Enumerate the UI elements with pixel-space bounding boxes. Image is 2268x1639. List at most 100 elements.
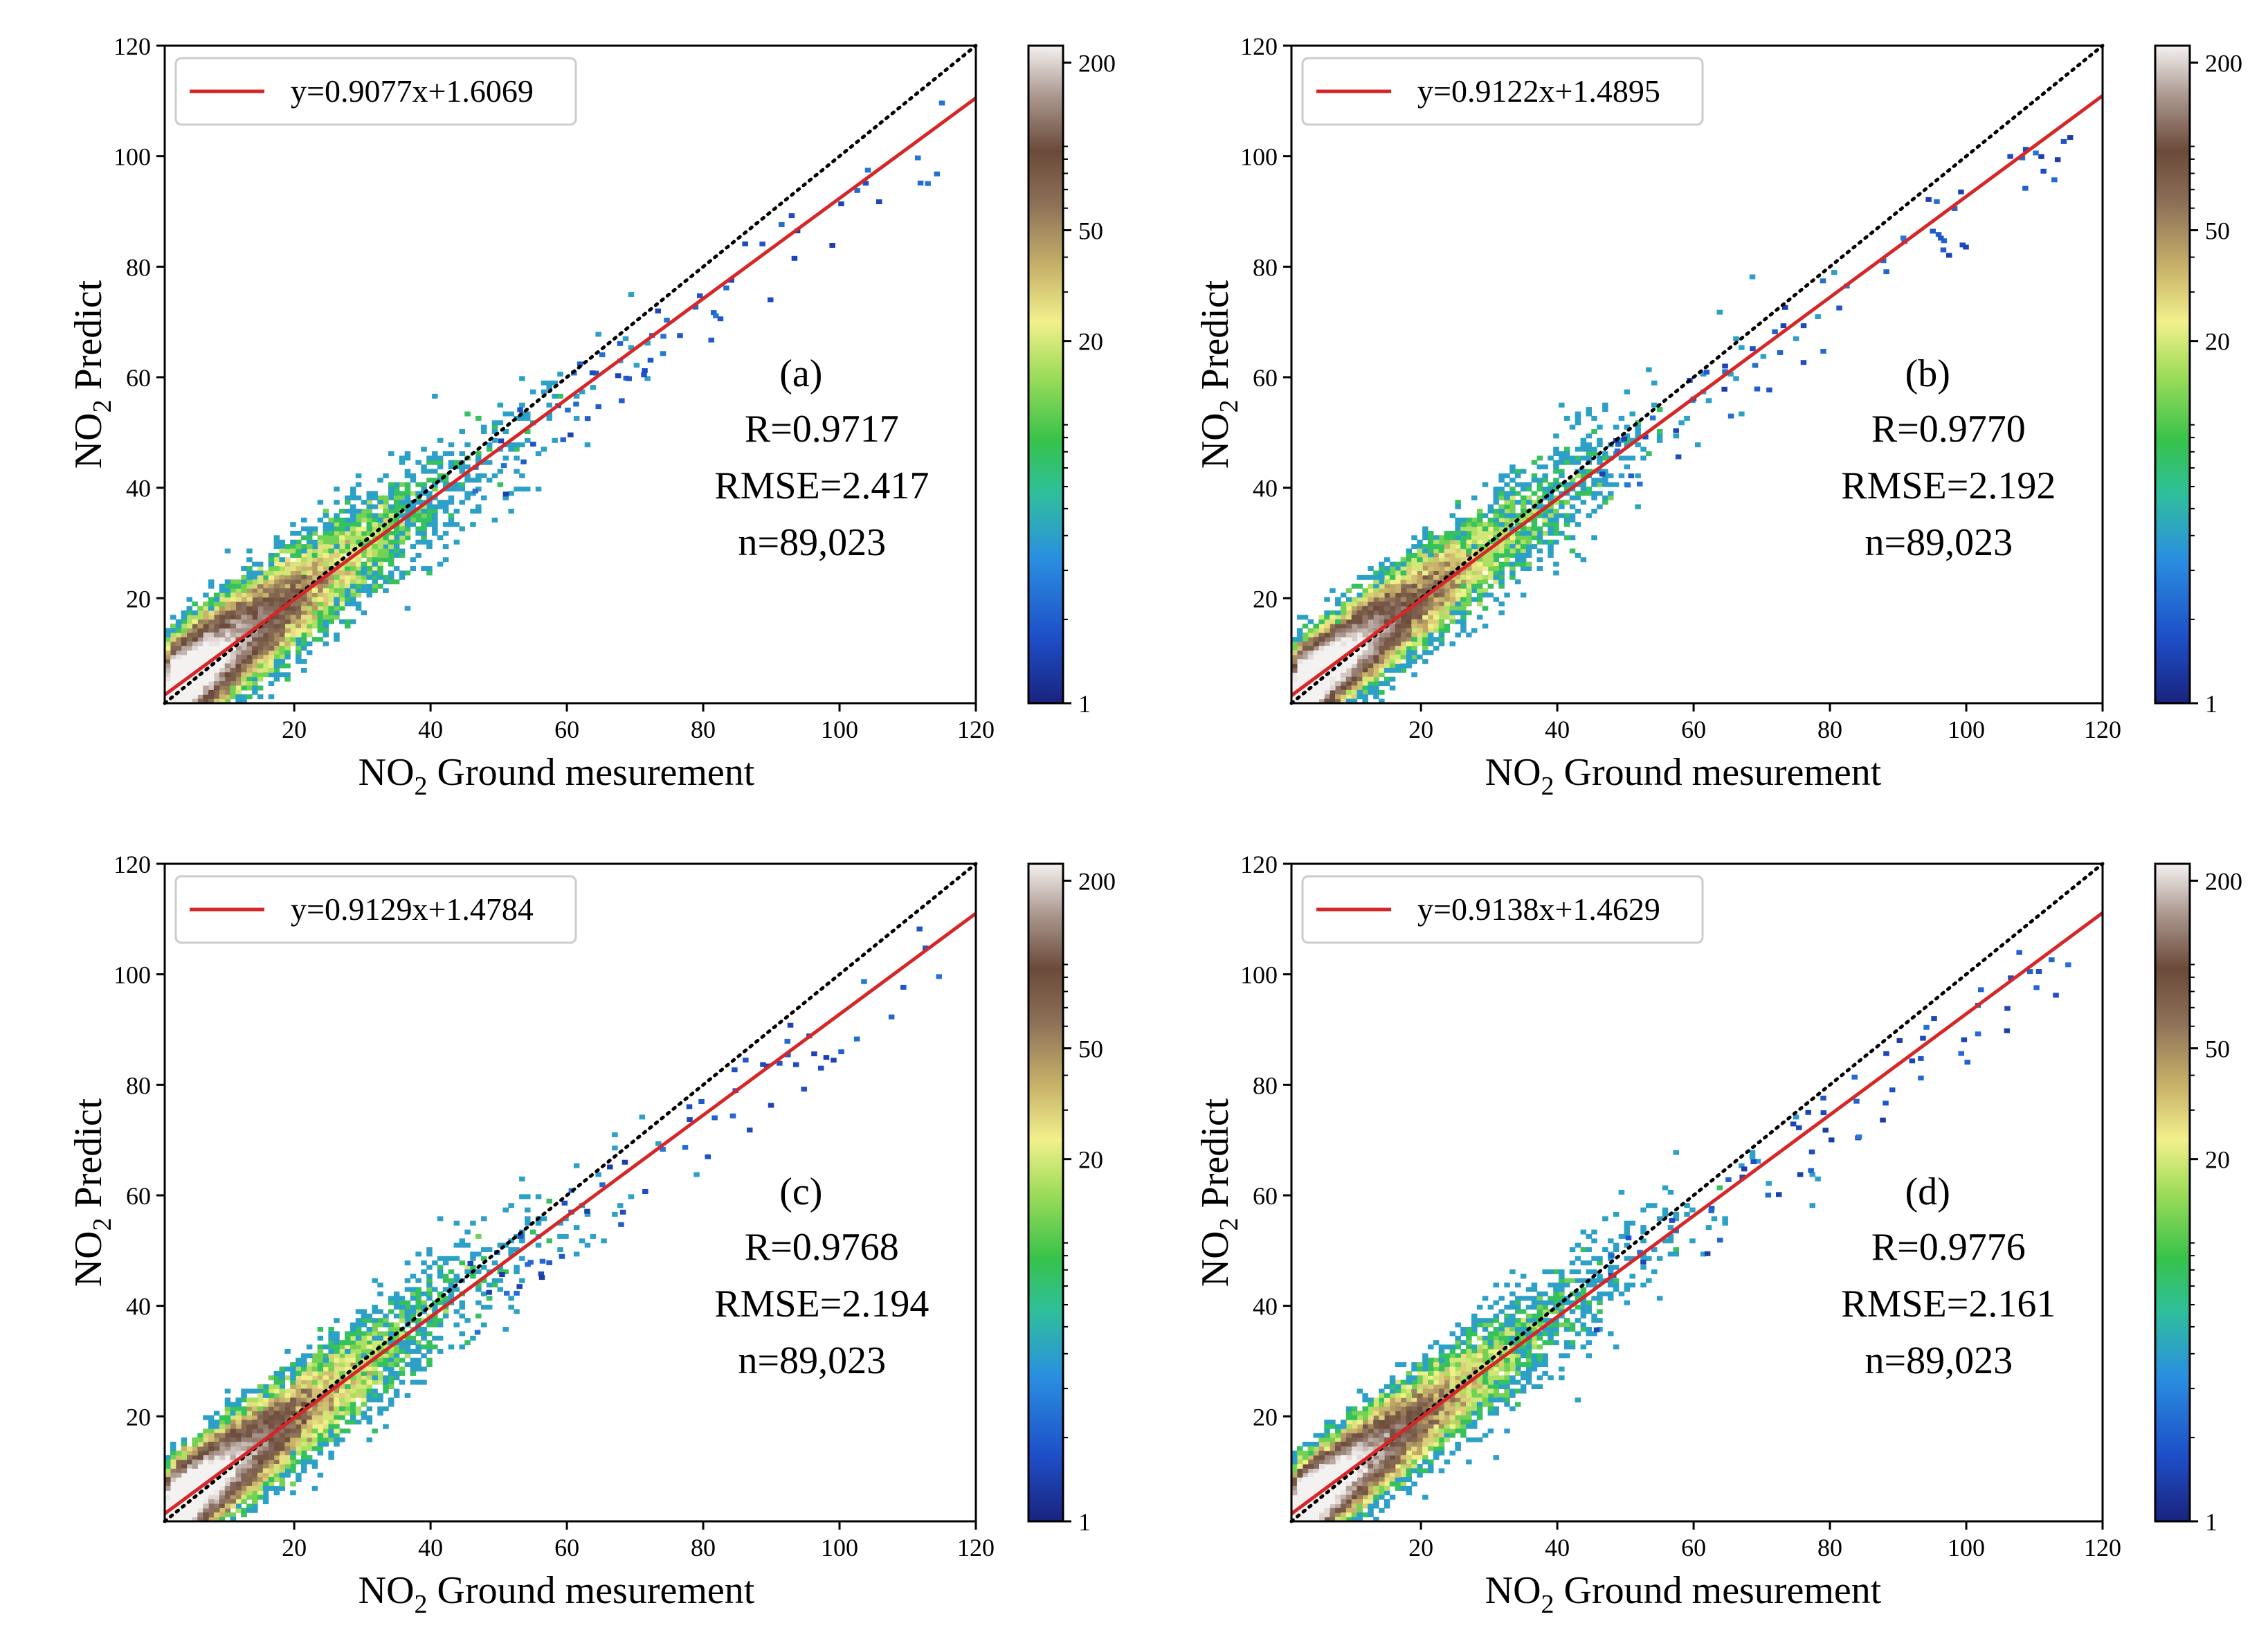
density-cell [1379,1450,1385,1456]
density-cell [339,1428,345,1433]
density-cell [186,667,192,673]
y-tick-label: 40 [126,1293,151,1321]
stat-n: n=89,023 [738,1339,887,1382]
density-cell [334,1415,340,1420]
density-cell [1351,663,1358,669]
density-cell [1487,592,1494,598]
density-cell [1433,579,1440,585]
density-cell [459,526,465,532]
density-cell [383,535,389,541]
density-cell [186,1481,192,1487]
density-cell [1351,610,1358,615]
density-cell [273,654,280,660]
density-cell [393,526,400,532]
density-cell [448,1269,455,1274]
density-cell [1345,1490,1352,1496]
density-cell [1608,482,1614,487]
density-cell [1324,1459,1330,1465]
density-cell [301,583,307,589]
density-cell [437,464,444,470]
density-cell [1553,530,1559,536]
density-cell [279,663,285,669]
density-cell [306,530,313,536]
density-cell [1351,1420,1358,1425]
density-cell [1553,513,1559,518]
density-cell [377,583,383,589]
density-cell [759,242,765,246]
legend: y=0.9129x+1.4784 [174,875,577,944]
density-cell [355,1309,362,1314]
density-cell [213,1512,220,1518]
density-cell [235,1402,242,1407]
density-cell [1296,667,1303,673]
density-cell [306,632,313,637]
density-cell [361,1335,368,1341]
density-cell [1449,1397,1455,1403]
density-cell [1351,632,1358,637]
density-cell [219,641,226,646]
density-cell [257,1437,264,1442]
density-cell [1417,628,1423,633]
density-cell [1433,1424,1440,1429]
density-cell [1536,478,1543,483]
density-cell [268,1388,275,1394]
density-cell [334,1433,340,1438]
density-cell [175,1490,182,1496]
density-cell [1324,1494,1330,1500]
density-cell [1384,1424,1390,1429]
density-cell [432,504,438,509]
density-cell [317,597,324,602]
density-cell [1368,1459,1374,1465]
density-cell [301,579,307,585]
density-cell [1449,530,1455,536]
density-cell [296,654,302,660]
density-cell [301,619,307,624]
density-cell [246,592,253,598]
density-cell [208,1503,215,1509]
density-cell [1493,1300,1499,1305]
density-cell [1509,491,1516,496]
density-cell [1389,570,1396,576]
density-cell [230,1420,236,1425]
density-cell [475,1287,482,1292]
density-cell [410,504,417,509]
density-cell [1487,1357,1494,1363]
density-cell [1433,597,1440,602]
density-cell [306,1415,313,1420]
density-cell [1411,592,1417,598]
density-cell [1460,1362,1467,1368]
density-cell [1422,606,1428,611]
density-cell [1318,628,1325,633]
density-cell [246,663,253,669]
density-cell [437,1265,444,1270]
density-cell [1330,615,1336,620]
density-cell [268,663,275,669]
density-cell [1466,1384,1472,1389]
density-cell [262,610,269,615]
density-cell [372,561,378,567]
density-cell [284,1455,291,1460]
density-cell [323,1344,329,1350]
density-cell [1548,522,1554,527]
density-cell [1357,1464,1363,1469]
density-cell [1597,478,1603,483]
density-cell [284,1428,291,1433]
density-cell [296,1370,302,1376]
density-cell [235,1424,242,1429]
density-cell [426,478,433,483]
density-cell [355,1411,362,1416]
density-cell [508,1251,514,1257]
density-cell [1373,1472,1379,1478]
density-cell [1444,1379,1451,1385]
density-cell [252,1420,258,1425]
density-cell [241,694,247,700]
density-cell [262,1393,269,1398]
density-cell [230,601,236,607]
density-cell [170,659,176,664]
density-cell [393,1300,400,1305]
density-cell [421,1291,427,1296]
density-cell [181,615,188,620]
density-cell [1531,517,1538,523]
density-cell [747,1128,753,1133]
density-cell [1471,526,1478,532]
